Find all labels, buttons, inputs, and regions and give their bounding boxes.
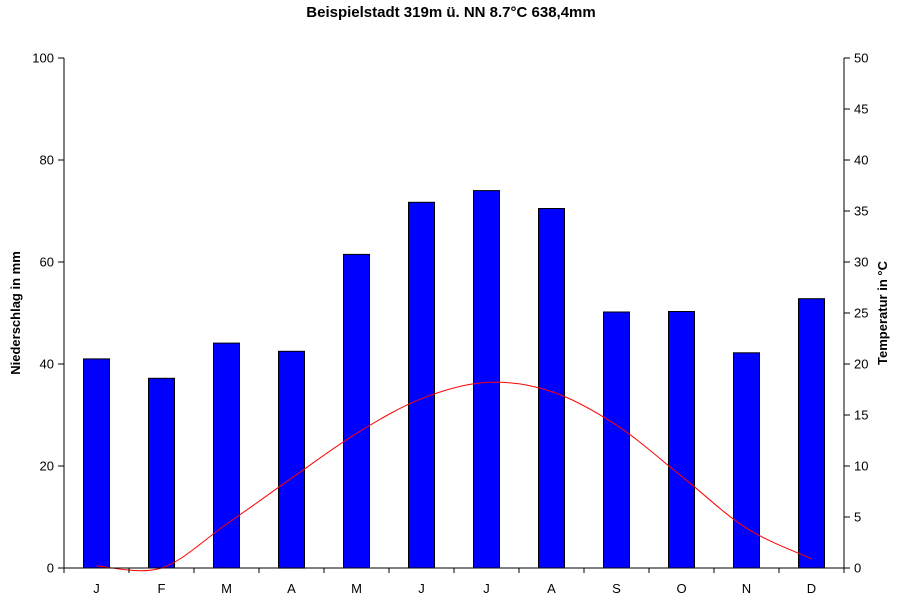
temperature-line-group xyxy=(96,381,812,572)
y-tick-label: 40 xyxy=(40,357,54,372)
y2-tick-label: 50 xyxy=(854,51,868,66)
precipitation-bar xyxy=(668,311,695,569)
x-tick-label: F xyxy=(158,581,166,596)
precipitation-bar xyxy=(603,311,630,569)
y2-tick-label: 40 xyxy=(854,153,868,168)
x-tick-label: S xyxy=(612,581,621,596)
precipitation-bar xyxy=(733,352,760,569)
x-tick-label: J xyxy=(483,581,490,596)
y2-tick-label: 5 xyxy=(854,510,861,525)
precipitation-bar xyxy=(213,342,240,569)
precipitation-bar xyxy=(148,377,175,569)
x-tick-label: A xyxy=(547,581,556,596)
y2-tick-label: 30 xyxy=(854,255,868,270)
y2-tick-label: 15 xyxy=(854,408,868,423)
right-axis-ticks: 0 5 10 15 20 25 30 35 40 45 50 xyxy=(844,51,868,576)
x-tick-label: M xyxy=(351,581,362,596)
y2-tick-label: 25 xyxy=(854,306,868,321)
precipitation-bar xyxy=(343,253,370,569)
precipitation-bar xyxy=(408,201,435,569)
y2-tick-label: 20 xyxy=(854,357,868,372)
temperature-line xyxy=(96,381,812,572)
y-tick-label: 100 xyxy=(32,51,54,66)
y2-axis-label: Temperatur in °C xyxy=(875,260,890,365)
y-tick-label: 0 xyxy=(47,561,54,576)
chart-title: Beispielstadt 319m ü. NN 8.7°C 638,4mm xyxy=(306,4,595,21)
y-tick-label: 80 xyxy=(40,153,54,168)
x-tick-label: N xyxy=(742,581,751,596)
y-axis-label: Niederschlag in mm xyxy=(8,251,23,375)
y2-tick-label: 35 xyxy=(854,204,868,219)
precipitation-bar xyxy=(278,350,305,569)
y2-tick-label: 0 xyxy=(854,561,861,576)
x-tick-label: M xyxy=(221,581,232,596)
x-tick-label: J xyxy=(93,581,100,596)
x-tick-label: J xyxy=(418,581,425,596)
precipitation-bars xyxy=(83,190,825,569)
y2-tick-label: 10 xyxy=(854,459,868,474)
precipitation-bar xyxy=(538,208,565,569)
x-tick-label: D xyxy=(807,581,816,596)
y2-tick-label: 45 xyxy=(854,102,868,117)
precipitation-bar xyxy=(83,358,110,569)
precipitation-bar xyxy=(798,298,825,569)
y-tick-label: 60 xyxy=(40,255,54,270)
left-axis-ticks: 0 20 40 60 80 100 xyxy=(32,51,64,576)
y-tick-label: 20 xyxy=(40,459,54,474)
x-tick-label: A xyxy=(287,581,296,596)
x-tick-label: O xyxy=(676,581,686,596)
precipitation-bar xyxy=(473,190,500,569)
axes xyxy=(63,58,845,569)
